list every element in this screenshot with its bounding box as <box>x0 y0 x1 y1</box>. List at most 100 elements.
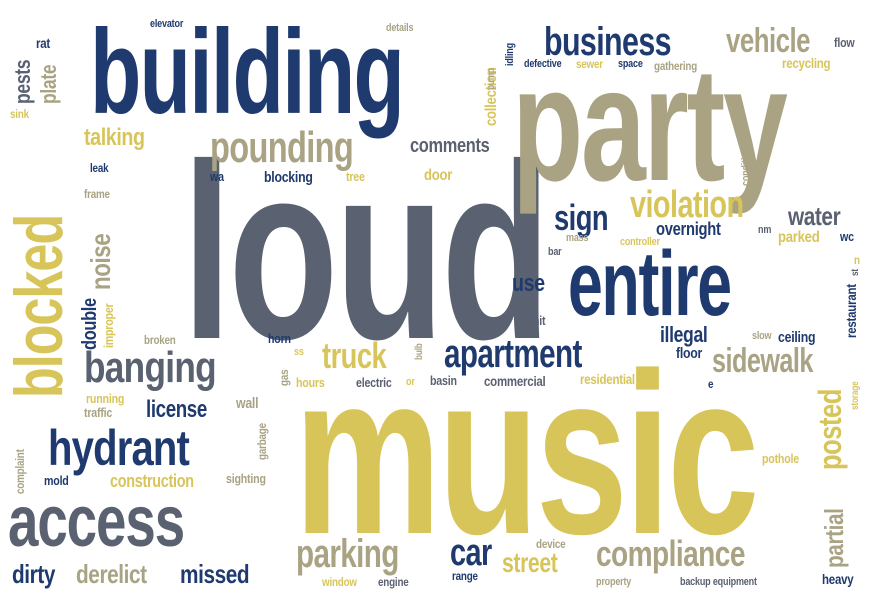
word-hydrant: hydrant <box>48 420 190 476</box>
word-basin: basin <box>430 373 457 388</box>
word-violation: violation <box>630 184 744 226</box>
word-street: street <box>502 547 558 578</box>
word-defective: defective <box>524 58 562 70</box>
word-st: st <box>850 269 861 276</box>
word-dirty: dirty <box>12 559 55 589</box>
word-mold: mold <box>44 473 69 488</box>
word-commercial: commercial <box>484 373 546 389</box>
word-bar: bar <box>548 246 562 258</box>
word-missed: missed <box>180 559 250 589</box>
word-backup-equipment: backup equipment <box>680 576 757 588</box>
word-frame: frame <box>84 187 110 201</box>
word-electric: electric <box>356 375 392 390</box>
word-mass: mass <box>566 232 589 244</box>
word-broken: broken <box>144 333 176 347</box>
word-traffic: traffic <box>84 405 113 420</box>
word-parking: parking <box>296 532 399 576</box>
word-posted: posted <box>812 389 848 470</box>
word-floor: floor <box>676 345 703 362</box>
word-controller: controller <box>620 236 660 248</box>
word-plate: plate <box>36 64 61 104</box>
word-light: light <box>513 238 533 268</box>
word-pump: pump <box>486 68 497 90</box>
word-talking: talking <box>84 124 145 151</box>
word-water: water <box>788 201 841 231</box>
word-overnight: overnight <box>656 219 721 239</box>
word-slow: slow <box>752 330 772 342</box>
word-loud: loud <box>182 112 551 391</box>
word-blocking: blocking <box>264 169 313 186</box>
word-pothole: pothole <box>762 451 800 466</box>
word-recycling: recycling <box>782 55 831 71</box>
word-partial: partial <box>819 508 849 568</box>
word-noise: noise <box>85 233 116 290</box>
word-or: or <box>406 376 415 388</box>
word-bulb: bulb <box>414 343 425 360</box>
word-door: door <box>424 167 453 184</box>
word-window: window <box>322 575 357 589</box>
word-building: building <box>90 5 405 139</box>
word-property: property <box>596 576 632 588</box>
word-permit: permit <box>514 313 546 328</box>
word-residential: residential <box>580 371 635 387</box>
word-flow: flow <box>834 35 855 50</box>
word-details: details <box>386 22 414 34</box>
word-compliance: compliance <box>596 533 745 574</box>
word-entire: entire <box>568 233 732 335</box>
word-hours: hours <box>296 375 325 390</box>
word-business: business <box>544 20 672 64</box>
word-double: double <box>79 298 101 350</box>
word-running: running <box>86 391 125 406</box>
word-complaint: complaint <box>13 449 27 494</box>
word-heavy: heavy <box>822 571 854 587</box>
word-wa: wa <box>210 169 224 184</box>
word-nm: nm <box>758 224 772 236</box>
word-ceiling: ceiling <box>778 329 816 346</box>
word-sidewalk: sidewalk <box>712 342 813 380</box>
word-range: range <box>452 569 478 583</box>
word-horn: horn <box>268 331 291 346</box>
word-garbage: garbage <box>255 423 269 460</box>
word-use: use <box>512 270 545 297</box>
word-parked: parked <box>778 229 820 246</box>
word-car: car <box>450 532 492 574</box>
word-space: space <box>618 58 643 70</box>
word-sighting: sighting <box>226 471 266 486</box>
word-ss: ss <box>294 346 304 358</box>
word-truck: truck <box>322 335 387 376</box>
word-derelict: derelict <box>76 559 147 589</box>
word-engine: engine <box>378 575 409 589</box>
word-blocked: blocked <box>1 214 77 398</box>
word-n: n <box>854 253 860 267</box>
word-sign: sign <box>554 197 609 238</box>
word-access: access <box>8 482 185 562</box>
word-restaurant: restaurant <box>843 284 859 338</box>
word-sewer: sewer <box>576 57 603 71</box>
word-condition: condition <box>740 147 752 186</box>
word-music: music <box>294 325 759 582</box>
word-e: e <box>708 377 714 391</box>
word-gas: gas <box>277 369 291 386</box>
word-party: party <box>512 34 788 215</box>
word-improper: improper <box>101 303 116 348</box>
word-device: device <box>536 537 566 551</box>
word-illegal: illegal <box>660 322 708 347</box>
word-vehicle: vehicle <box>726 22 811 60</box>
word-wc: wc <box>840 229 854 244</box>
word-apartment: apartment <box>444 332 582 376</box>
word-tree: tree <box>346 169 365 184</box>
word-storage: storage <box>850 381 861 410</box>
word-sink: sink <box>10 107 29 121</box>
word-elevator: elevator <box>150 18 184 30</box>
word-license: license <box>146 396 207 423</box>
word-pounding: pounding <box>210 123 354 172</box>
word-gathering: gathering <box>654 59 698 73</box>
word-pests: pests <box>10 59 35 104</box>
word-rat: rat <box>36 35 50 51</box>
word-wall: wall <box>236 395 259 412</box>
word-idling: idling <box>504 43 516 66</box>
word-banging: banging <box>84 343 217 392</box>
word-leak: leak <box>90 161 109 175</box>
word-construction: construction <box>110 471 194 491</box>
